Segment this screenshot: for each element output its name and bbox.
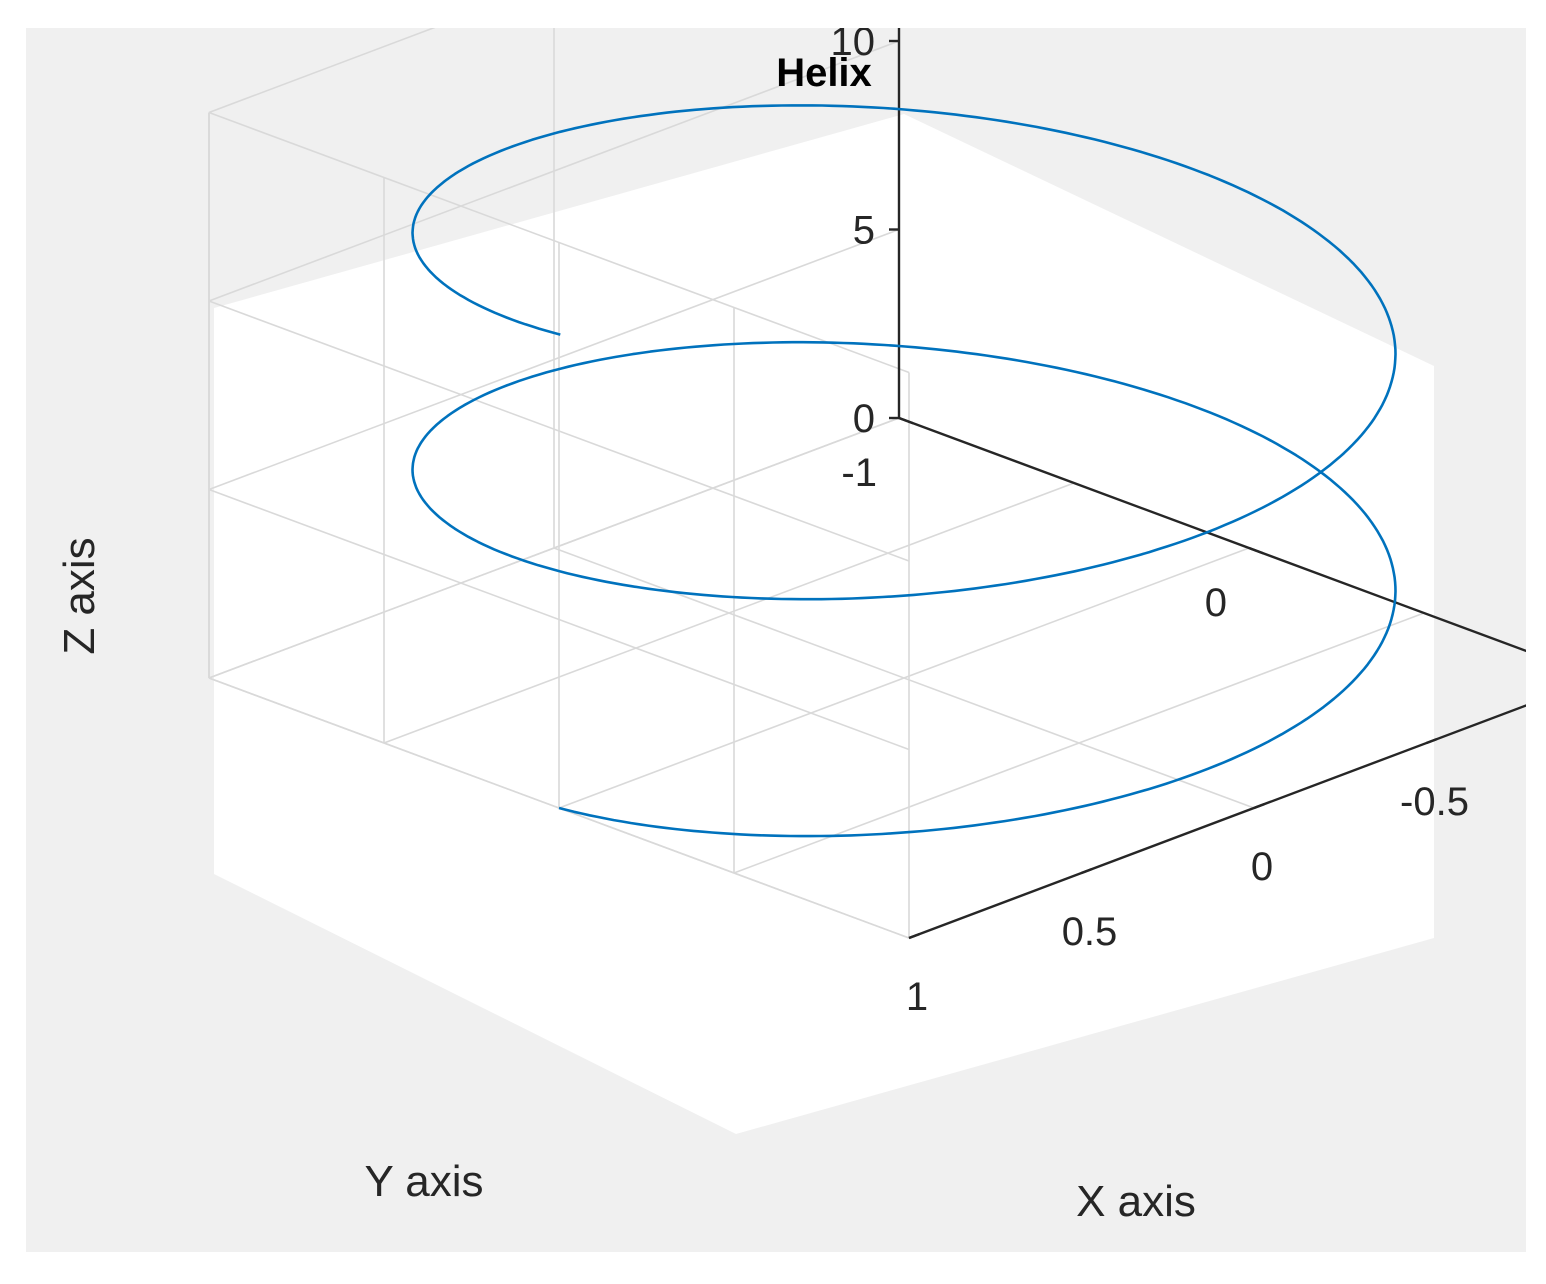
helix-3d-chart: 051015-101-1-0.500.51 Helix X axis Y axi… <box>55 28 1526 1226</box>
x-tick-label: 0.5 <box>1062 910 1118 954</box>
y-tick-label: 0 <box>1205 581 1227 625</box>
x-tick-mark <box>1426 737 1438 745</box>
x-tick-label: 0 <box>1251 845 1273 889</box>
grid-line-wall-z <box>208 40 900 302</box>
chart-title: Helix <box>776 51 872 95</box>
y-tick-mark <box>898 416 914 425</box>
x-tick-label: 1 <box>906 975 928 1019</box>
x-tick-mark <box>1253 802 1265 810</box>
helix-series-line <box>411 104 1397 838</box>
grid-line-wall-z <box>208 28 436 114</box>
y-tick-mark <box>1248 546 1264 555</box>
y-axis-label: Y axis <box>364 1157 483 1206</box>
x-tick-mark <box>1081 867 1093 875</box>
z-axis-label: Z axis <box>55 537 104 654</box>
z-tick-label: 5 <box>853 209 875 253</box>
axis-ticks: 051015-101-1-0.500.51 <box>831 28 1469 1019</box>
grid-line-wall-z <box>208 228 900 491</box>
grid-line-wall-z <box>208 417 900 679</box>
z-tick-label: 0 <box>853 397 875 441</box>
grid-line-wall-z <box>208 488 910 751</box>
z-tick-label: 10 <box>831 28 876 64</box>
axes-background <box>214 114 1434 1134</box>
figure-background: 051015-101-1-0.500.51 Helix X axis Y axi… <box>26 28 1526 1252</box>
x-tick-mark <box>908 932 920 940</box>
x-tick-label: -0.5 <box>1400 780 1469 824</box>
grid-line-wall-z <box>208 111 910 374</box>
y-tick-label: -1 <box>841 451 877 495</box>
x-axis-label: X axis <box>1076 1177 1196 1226</box>
grid-line-wall-z <box>208 300 910 562</box>
